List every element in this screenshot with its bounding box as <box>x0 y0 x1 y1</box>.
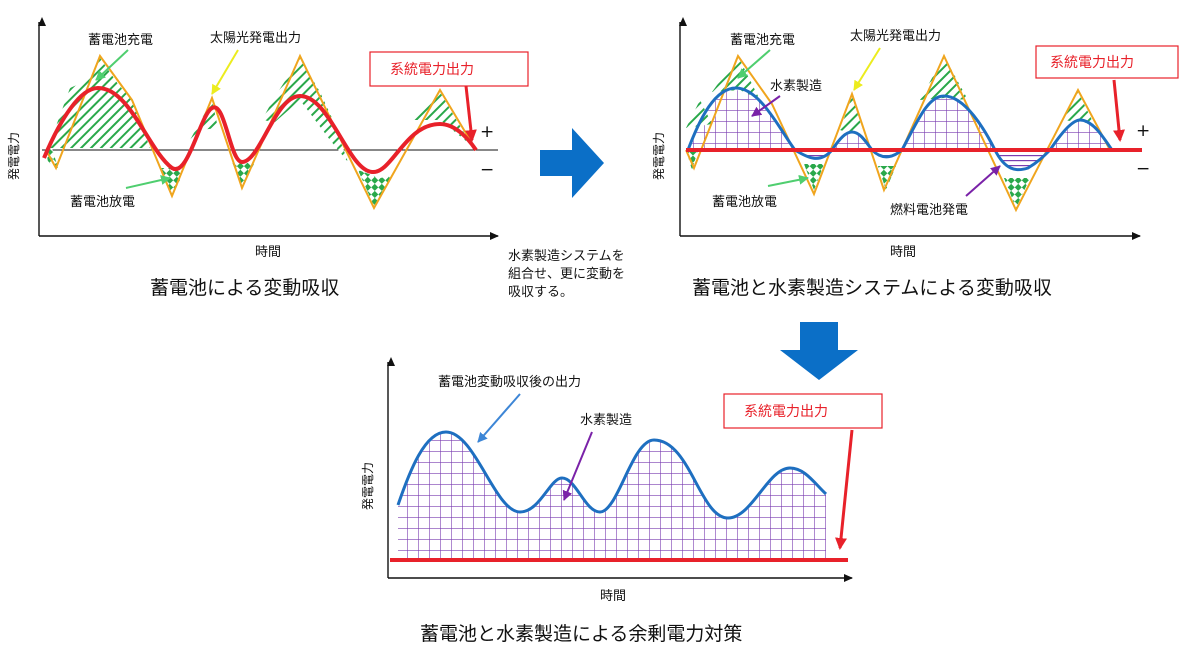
minus-sign: − <box>1136 159 1150 179</box>
x-axis-label: 時間 <box>600 589 626 604</box>
panel1-caption: 蓄電池による変動吸収 <box>150 277 339 299</box>
fuel-cell-region <box>795 150 1050 170</box>
battery-discharge-arrow <box>767 174 809 187</box>
battery-charge-arrow <box>737 49 771 79</box>
note-line-1: 水素製造システムを <box>508 249 625 264</box>
y-axis-label: 発電電力 <box>7 132 21 180</box>
hydrogen-label: 水素製造 <box>580 413 632 428</box>
hydrogen-arrow <box>751 95 781 117</box>
grid-output-arrow <box>464 85 477 142</box>
note-line-2: 組合せ、更に変動を <box>508 266 625 282</box>
note-line-3: 吸収する。 <box>508 285 573 300</box>
right-arrow-icon <box>540 128 604 198</box>
solar-output-arrow <box>211 49 239 95</box>
grid-output-label: 系統電力出力 <box>1050 55 1134 71</box>
hydrogen-region <box>398 432 826 560</box>
panel-battery-hydrogen-absorption: 発電電力 時間 蓄電池充電 太陽光発電出力 水素製造 系統電力出力 + − 蓄電… <box>652 17 1179 299</box>
grid-output-curve <box>42 85 478 174</box>
hydrogen-arrow <box>562 431 593 501</box>
after-battery-label: 蓄電池変動吸収後の出力 <box>438 374 581 390</box>
plus-sign: + <box>1136 121 1150 141</box>
panel3-caption: 蓄電池と水素製造による余剰電力対策 <box>420 623 742 645</box>
solar-output-arrow <box>853 47 881 91</box>
fuel-cell-label: 燃料電池発電 <box>890 202 968 218</box>
hydrogen-region <box>688 88 1112 150</box>
solar-output-label: 太陽光発電出力 <box>850 29 941 44</box>
battery-smoothed-curve <box>396 430 828 520</box>
battery-charge-label: 蓄電池充電 <box>730 32 795 48</box>
hydrogen-label: 水素製造 <box>770 79 822 94</box>
y-axis-label: 発電電力 <box>652 132 666 180</box>
grid-output-arrow <box>1112 79 1125 142</box>
battery-charge-arrow <box>95 49 129 81</box>
panel2-caption: 蓄電池と水素製造システムによる変動吸収 <box>692 277 1052 299</box>
transition: 水素製造システムを 組合せ、更に変動を 吸収する。 <box>508 128 858 380</box>
panel-surplus-power-measures: 発電電力 時間 蓄電池変動吸収後の出力 水素製造 系統電力出力 蓄電池と水素製造… <box>361 357 883 645</box>
down-arrow-icon <box>780 322 858 380</box>
grid-output-callout: 系統電力出力 <box>723 393 883 429</box>
after-battery-arrow <box>477 393 521 443</box>
battery-charge-label: 蓄電池充電 <box>88 32 153 48</box>
solar-output-label: 太陽光発電出力 <box>210 31 301 46</box>
grid-output-arrow <box>835 429 854 550</box>
fuel-cell-arrow <box>965 165 1001 197</box>
panel-battery-absorption: 発電電力 時間 蓄電池充電 太陽光発電出力 系統電力出力 蓄電池放電 + − 蓄… <box>7 17 529 299</box>
grid-output-label: 系統電力出力 <box>390 62 474 78</box>
battery-discharge-label: 蓄電池放電 <box>70 195 135 210</box>
grid-output-callout: 系統電力出力 <box>369 51 529 87</box>
minus-sign: − <box>480 160 494 180</box>
plus-sign: + <box>480 122 494 142</box>
x-axis-label: 時間 <box>890 245 916 260</box>
y-axis-label: 発電電力 <box>361 462 375 510</box>
x-axis-label: 時間 <box>255 245 281 260</box>
battery-discharge-label: 蓄電池放電 <box>712 195 777 210</box>
grid-output-label: 系統電力出力 <box>744 404 828 420</box>
battery-discharge-arrow <box>125 175 171 189</box>
grid-output-callout: 系統電力出力 <box>1035 45 1179 79</box>
